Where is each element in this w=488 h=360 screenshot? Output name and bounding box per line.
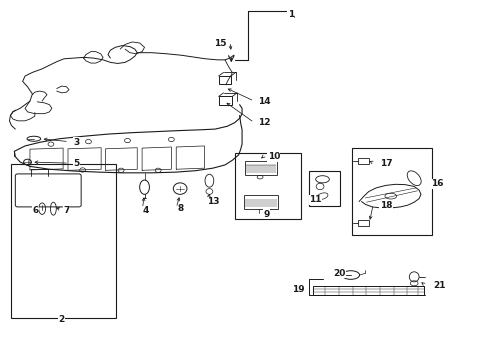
Text: 19: 19: [291, 285, 304, 294]
Bar: [218, 96, 232, 105]
Bar: [218, 76, 230, 84]
Bar: [357, 220, 368, 226]
Text: 9: 9: [263, 210, 269, 219]
Text: 10: 10: [267, 152, 279, 161]
Text: 5: 5: [73, 159, 79, 168]
Text: 12: 12: [257, 118, 270, 127]
Text: 16: 16: [430, 179, 443, 188]
Text: 14: 14: [257, 96, 270, 105]
Text: 1: 1: [287, 10, 293, 19]
Bar: [357, 158, 368, 164]
Bar: [11, 164, 116, 318]
Text: 11: 11: [308, 195, 321, 204]
Text: 6: 6: [33, 206, 39, 215]
Text: 20: 20: [333, 269, 345, 278]
Bar: [309, 171, 339, 206]
Bar: [234, 153, 300, 220]
Text: 15: 15: [213, 39, 226, 48]
Bar: [245, 161, 277, 175]
Text: 4: 4: [142, 206, 148, 215]
Bar: [351, 148, 431, 234]
Text: 3: 3: [73, 138, 79, 147]
Text: 2: 2: [59, 315, 64, 324]
Text: 13: 13: [206, 197, 219, 206]
Text: 17: 17: [379, 159, 391, 168]
Text: 1: 1: [287, 10, 293, 19]
Text: 18: 18: [379, 201, 391, 210]
Text: 21: 21: [432, 281, 445, 290]
Text: 7: 7: [63, 206, 70, 215]
Text: 8: 8: [178, 204, 184, 213]
Bar: [244, 195, 277, 209]
